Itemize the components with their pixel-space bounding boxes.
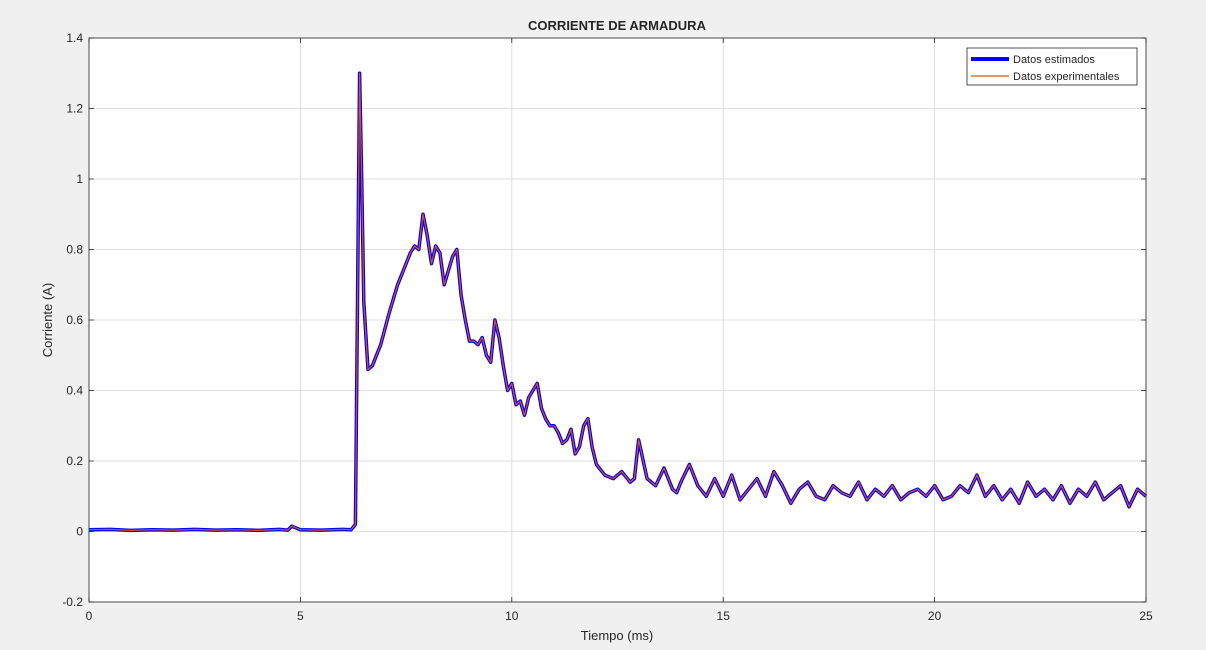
y-tick-label: 0.6 [66, 313, 83, 327]
legend-box [966, 47, 1138, 86]
x-tick-label: 25 [1139, 609, 1153, 623]
y-tick-label: 0 [76, 525, 83, 539]
x-tick-label: 10 [505, 609, 519, 623]
y-tick-label: 0.4 [66, 384, 83, 398]
chart-title: CORRIENTE DE ARMADURA [528, 18, 707, 33]
legend: Datos estimados Datos experimentales [966, 47, 1138, 86]
series-line-datos-experimentales [88, 72, 1147, 532]
y-tick-label: -0.2 [62, 595, 83, 609]
y-axis-label: Corriente (A) [40, 283, 55, 357]
legend-label-datos-estimados: Datos estimados [1013, 54, 1095, 66]
y-tick-label: 1.4 [66, 31, 83, 45]
x-tick-label: 15 [717, 609, 731, 623]
x-tick-label: 20 [928, 609, 942, 623]
series-layer [88, 71, 1148, 533]
x-axis-label: Tiempo (ms) [581, 628, 653, 643]
y-tick-label: 0.2 [66, 454, 83, 468]
y-tick-label: 0.8 [66, 243, 83, 257]
y-tick-label: 1 [76, 172, 83, 186]
x-tick-label: 5 [297, 609, 304, 623]
y-tick-label: 1.2 [66, 102, 83, 116]
ticks: 0 5 10 15 20 25-0.200.20.40.60.811.21.4 [62, 31, 1153, 623]
legend-label-datos-experimentales: Datos experimentales [1013, 71, 1120, 83]
x-tick-label: 0 [86, 609, 93, 623]
